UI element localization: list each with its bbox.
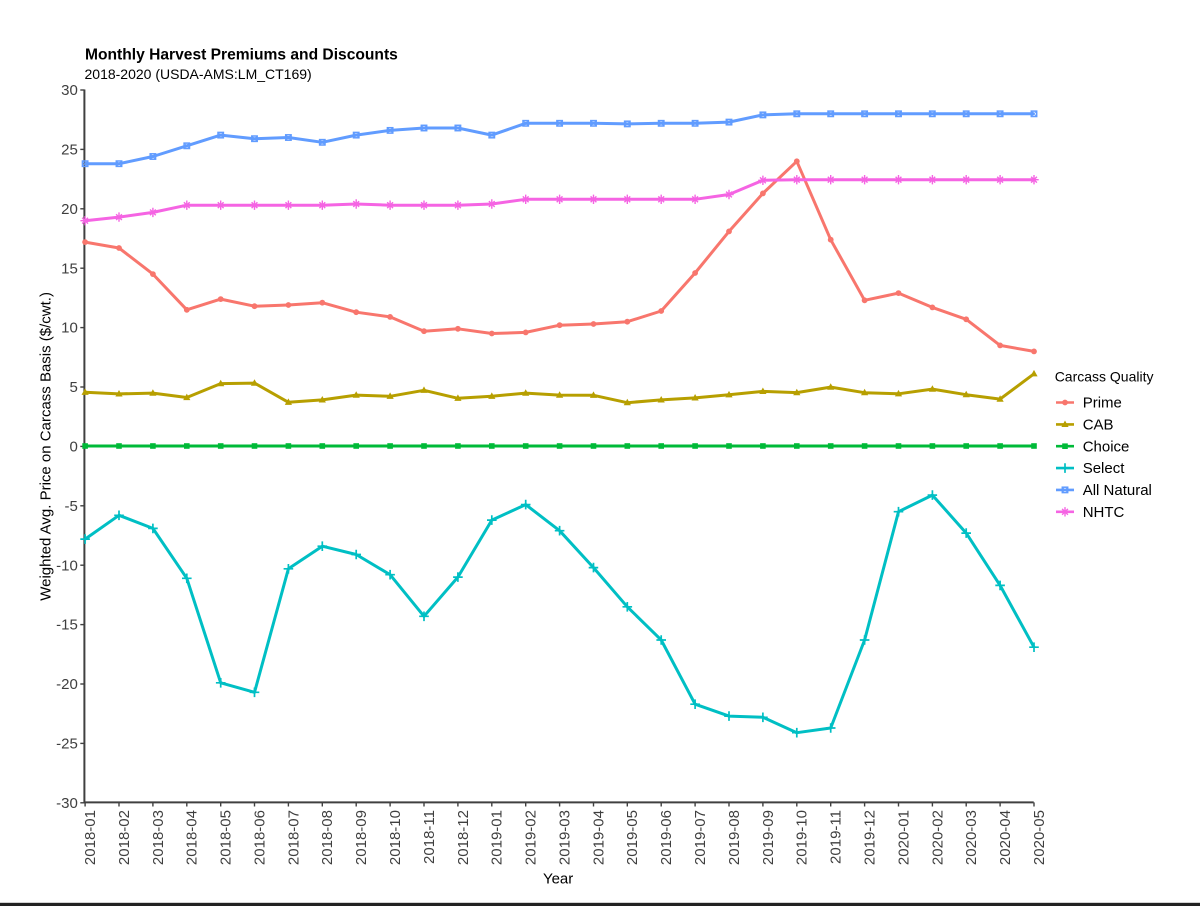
svg-text:30: 30 bbox=[61, 82, 78, 99]
svg-text:Monthly Harvest Premiums and D: Monthly Harvest Premiums and Discounts bbox=[85, 46, 398, 63]
svg-text:2020-01: 2020-01 bbox=[895, 810, 912, 865]
svg-text:2020-05: 2020-05 bbox=[1031, 810, 1048, 865]
svg-text:Prime: Prime bbox=[1083, 395, 1122, 412]
svg-text:-30: -30 bbox=[56, 795, 78, 812]
svg-text:2019-02: 2019-02 bbox=[523, 810, 540, 865]
svg-text:Select: Select bbox=[1083, 460, 1126, 477]
svg-text:-10: -10 bbox=[56, 557, 78, 574]
svg-text:-5: -5 bbox=[64, 498, 77, 515]
svg-text:2019-05: 2019-05 bbox=[624, 810, 641, 865]
svg-text:Choice: Choice bbox=[1083, 438, 1130, 455]
svg-text:2018-03: 2018-03 bbox=[150, 810, 167, 865]
svg-text:All Natural: All Natural bbox=[1083, 482, 1152, 499]
svg-text:2018-05: 2018-05 bbox=[218, 810, 235, 865]
svg-text:-25: -25 bbox=[56, 736, 78, 753]
svg-text:2018-11: 2018-11 bbox=[421, 810, 438, 864]
svg-text:5: 5 bbox=[69, 379, 77, 396]
svg-text:2019-08: 2019-08 bbox=[726, 810, 743, 865]
svg-text:2018-07: 2018-07 bbox=[285, 810, 302, 865]
svg-text:2018-08: 2018-08 bbox=[319, 810, 336, 865]
svg-text:0: 0 bbox=[69, 439, 77, 456]
svg-text:2018-10: 2018-10 bbox=[387, 810, 404, 865]
svg-text:2019-11: 2019-11 bbox=[828, 810, 845, 864]
svg-text:2020-02: 2020-02 bbox=[929, 810, 946, 865]
svg-text:2018-09: 2018-09 bbox=[353, 810, 370, 865]
svg-text:2018-2020 (USDA-AMS:LM_CT169): 2018-2020 (USDA-AMS:LM_CT169) bbox=[85, 66, 312, 82]
svg-text:10: 10 bbox=[61, 320, 78, 337]
svg-text:2019-12: 2019-12 bbox=[862, 810, 879, 865]
svg-text:Weighted Avg. Price on Carcass: Weighted Avg. Price on Carcass Basis ($/… bbox=[38, 292, 55, 601]
svg-text:2018-04: 2018-04 bbox=[184, 810, 201, 865]
svg-text:25: 25 bbox=[61, 142, 78, 159]
svg-text:Carcass Quality: Carcass Quality bbox=[1055, 368, 1154, 384]
svg-text:2018-01: 2018-01 bbox=[82, 810, 99, 865]
svg-text:2019-10: 2019-10 bbox=[794, 810, 811, 865]
svg-text:2019-03: 2019-03 bbox=[557, 810, 574, 865]
svg-text:Year: Year bbox=[543, 870, 573, 887]
svg-text:2020-04: 2020-04 bbox=[997, 810, 1014, 865]
svg-text:2018-12: 2018-12 bbox=[455, 810, 472, 865]
svg-text:2019-01: 2019-01 bbox=[489, 810, 506, 865]
svg-text:2020-03: 2020-03 bbox=[963, 810, 980, 865]
svg-text:CAB: CAB bbox=[1083, 417, 1114, 434]
svg-text:15: 15 bbox=[61, 260, 78, 277]
svg-text:20: 20 bbox=[61, 201, 78, 218]
svg-text:2018-02: 2018-02 bbox=[116, 810, 133, 865]
svg-text:-20: -20 bbox=[56, 676, 78, 693]
svg-text:2019-07: 2019-07 bbox=[692, 810, 709, 865]
svg-text:2018-06: 2018-06 bbox=[251, 810, 268, 865]
svg-text:2019-04: 2019-04 bbox=[590, 810, 607, 865]
svg-text:2019-06: 2019-06 bbox=[658, 810, 675, 865]
svg-text:2019-09: 2019-09 bbox=[760, 810, 777, 865]
svg-text:NHTC: NHTC bbox=[1083, 504, 1125, 521]
svg-text:-15: -15 bbox=[56, 617, 78, 634]
